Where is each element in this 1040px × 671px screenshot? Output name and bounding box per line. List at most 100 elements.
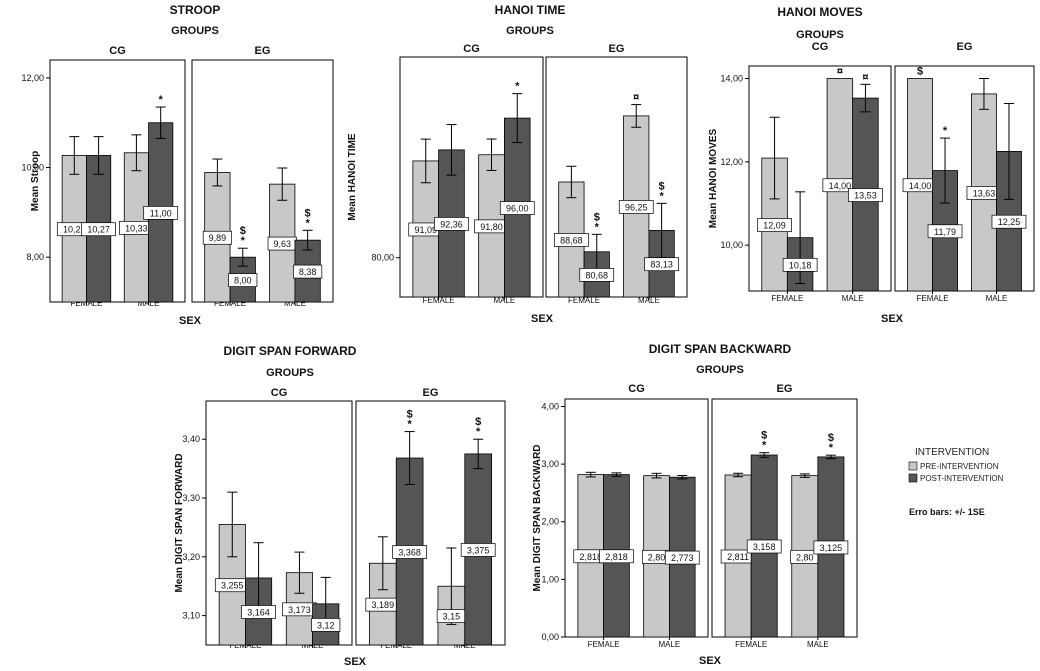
significance-mark: * bbox=[829, 442, 834, 454]
y-tick-label: 3,10 bbox=[182, 611, 200, 621]
y-tick-label: 10,00 bbox=[720, 240, 743, 250]
data-label: 3,368 bbox=[398, 548, 421, 558]
y-tick-label: 10,00 bbox=[21, 163, 44, 173]
chart-title: HANOI TIME bbox=[495, 3, 566, 17]
significance-mark: ¤ bbox=[633, 92, 639, 104]
data-label-box bbox=[599, 549, 634, 564]
groups-label: GROUPS bbox=[266, 367, 314, 379]
data-label: 2,811 bbox=[727, 552, 749, 562]
data-label-box bbox=[202, 230, 232, 245]
panel-frame bbox=[355, 400, 506, 646]
panel-frame bbox=[748, 65, 892, 292]
data-label: 9,89 bbox=[209, 233, 227, 243]
x-axis-label: SEX bbox=[699, 655, 722, 667]
data-label: 12,25 bbox=[998, 217, 1021, 227]
data-label: 3,173 bbox=[288, 605, 311, 615]
y-tick-label: 4,00 bbox=[541, 401, 559, 411]
data-label-box bbox=[228, 273, 258, 287]
data-label: 3,375 bbox=[467, 545, 490, 555]
data-label: 10,18 bbox=[789, 260, 812, 270]
chart-digit-span-forward: DIGIT SPAN FORWARD GROUPS 3,10 3,20 3,30 3,40… bbox=[174, 344, 506, 668]
panel-frame bbox=[894, 65, 1035, 292]
panel-label: CG bbox=[812, 41, 829, 53]
groups-label: GROUPS bbox=[171, 25, 219, 37]
panel-frame bbox=[545, 56, 688, 298]
groups-label: GROUPS bbox=[506, 25, 554, 37]
data-label: 80,68 bbox=[585, 270, 608, 280]
chart-hanoi-time: HANOI TIME GROUPS 80,00 Mean HANOI TIME CG FE… bbox=[347, 3, 688, 325]
data-label-box bbox=[499, 201, 535, 215]
significance-mark: $ bbox=[240, 225, 246, 237]
significance-mark: * bbox=[515, 81, 520, 93]
groups-label: GROUPS bbox=[796, 29, 844, 41]
category-label: MALE bbox=[807, 640, 829, 649]
data-label: 2,773 bbox=[671, 553, 694, 563]
category-label: MALE bbox=[493, 296, 515, 305]
data-label: 2,818 bbox=[579, 552, 602, 562]
legend-swatch-post bbox=[908, 473, 918, 483]
panel-label: CG bbox=[628, 383, 645, 395]
data-label: 3,12 bbox=[317, 620, 335, 630]
data-label-box bbox=[554, 233, 589, 247]
data-label: 91,80 bbox=[480, 222, 503, 232]
data-label-box bbox=[927, 224, 963, 239]
y-tick-label: 8,00 bbox=[26, 252, 44, 262]
y-tick-label: 12,00 bbox=[21, 73, 44, 83]
y-tick-label: 2,00 bbox=[541, 517, 559, 527]
data-label-box bbox=[460, 543, 496, 557]
data-label: 12,09 bbox=[763, 221, 786, 231]
panel-label: EG bbox=[609, 43, 625, 55]
significance-mark: $ bbox=[305, 207, 311, 219]
significance-mark: * bbox=[659, 190, 664, 202]
category-label: MALE bbox=[658, 640, 680, 649]
y-axis-label: Mean DIGIT SPAN FORWARD bbox=[174, 453, 185, 592]
significance-mark: $ bbox=[659, 180, 665, 192]
panel-label: CG bbox=[271, 387, 288, 399]
data-label: 3,125 bbox=[820, 543, 843, 553]
data-label: 96,00 bbox=[506, 204, 529, 214]
category-label: FEMALE bbox=[771, 294, 803, 303]
significance-mark: ¤ bbox=[837, 66, 843, 78]
y-axis-label: Mean Stroop bbox=[30, 151, 41, 212]
significance-mark: * bbox=[476, 426, 481, 438]
data-label-box bbox=[991, 214, 1027, 229]
data-label-box bbox=[434, 217, 469, 231]
data-label: 10,27 bbox=[63, 225, 86, 235]
data-label-box bbox=[618, 200, 654, 214]
significance-mark: $ bbox=[917, 66, 923, 78]
data-label-box bbox=[664, 550, 700, 565]
y-tick-label: 12,00 bbox=[720, 157, 743, 167]
significance-mark: $ bbox=[475, 416, 481, 428]
data-label: 88,68 bbox=[560, 235, 583, 245]
error-bar-note: Erro bars: +/- 1SE bbox=[909, 507, 985, 517]
significance-mark: * bbox=[407, 419, 412, 431]
panel-label: EG bbox=[423, 387, 439, 399]
x-axis-label: SEX bbox=[179, 315, 202, 327]
panel-frame bbox=[205, 400, 353, 646]
chart-title: STROOP bbox=[170, 3, 221, 17]
data-label-box bbox=[81, 222, 116, 237]
panel-frame bbox=[191, 59, 334, 303]
y-tick-label: 1,00 bbox=[541, 574, 559, 584]
data-label: 13,63 bbox=[973, 188, 996, 198]
x-axis-label: SEX bbox=[881, 313, 904, 325]
chart-digit-span-backward: DIGIT SPAN BACKWARD GROUPS 0,00 1,00 2,00 3,0… bbox=[532, 342, 858, 667]
data-label-box bbox=[746, 539, 782, 554]
data-label: 10,33 bbox=[125, 223, 148, 233]
panel-frame bbox=[49, 59, 186, 303]
significance-mark: ¤ bbox=[862, 71, 868, 83]
category-label: MALE bbox=[842, 294, 864, 303]
panel-label: EG bbox=[255, 45, 271, 57]
data-label: 3,255 bbox=[221, 581, 244, 591]
data-label-box bbox=[293, 264, 323, 279]
groups-label: GROUPS bbox=[696, 364, 744, 376]
significance-mark: * bbox=[943, 125, 948, 137]
y-axis-label: Mean HANOI TIME bbox=[347, 133, 358, 221]
panel-label: CG bbox=[463, 43, 480, 55]
data-label: 92,36 bbox=[440, 219, 463, 229]
data-label-box bbox=[392, 545, 427, 559]
significance-mark: * bbox=[762, 440, 767, 452]
legend: INTERVENTION PRE-INTERVENTION POST-INTERVE… bbox=[908, 447, 1004, 517]
